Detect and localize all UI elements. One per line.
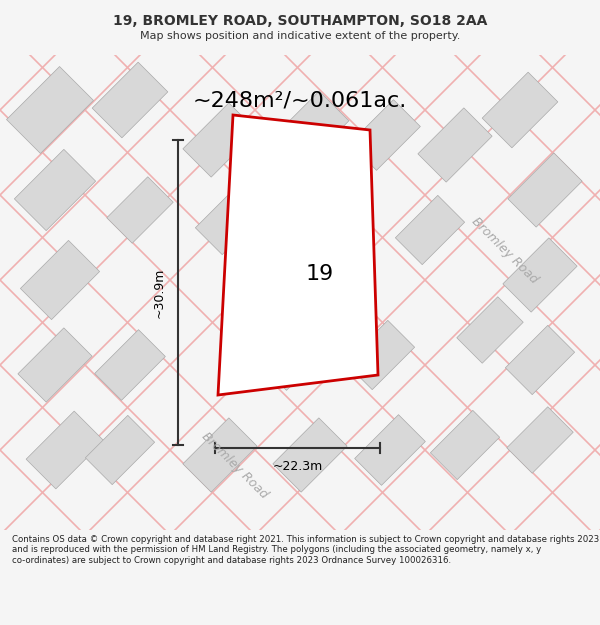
Polygon shape [505,326,575,394]
Polygon shape [7,66,94,154]
Polygon shape [482,72,558,148]
Polygon shape [95,329,166,401]
Polygon shape [346,321,415,389]
Polygon shape [508,153,582,227]
Polygon shape [20,241,100,319]
Text: Contains OS data © Crown copyright and database right 2021. This information is : Contains OS data © Crown copyright and d… [12,535,599,564]
Polygon shape [18,328,92,402]
Polygon shape [395,196,464,264]
Text: ~22.3m: ~22.3m [272,460,323,473]
Polygon shape [271,91,349,169]
Polygon shape [457,297,523,363]
Polygon shape [218,115,378,395]
Polygon shape [14,149,95,231]
Text: 19, BROMLEY ROAD, SOUTHAMPTON, SO18 2AA: 19, BROMLEY ROAD, SOUTHAMPTON, SO18 2AA [113,14,487,28]
Polygon shape [430,411,500,479]
Text: Map shows position and indicative extent of the property.: Map shows position and indicative extent… [140,31,460,41]
Polygon shape [85,416,155,484]
Polygon shape [183,103,257,177]
Polygon shape [196,186,265,254]
Text: Bromley Road: Bromley Road [199,429,271,501]
Text: ~30.9m: ~30.9m [153,268,166,318]
Polygon shape [350,99,421,171]
Polygon shape [273,418,347,492]
Polygon shape [183,418,257,492]
Polygon shape [503,238,577,312]
Text: 19: 19 [305,264,334,284]
Polygon shape [92,62,168,138]
Polygon shape [507,407,573,473]
Text: ~248m²/~0.061ac.: ~248m²/~0.061ac. [193,90,407,110]
Polygon shape [26,411,104,489]
Text: Bromley Road: Bromley Road [469,214,541,286]
Polygon shape [107,177,173,243]
Polygon shape [260,319,331,391]
Polygon shape [355,414,425,486]
Polygon shape [418,108,492,182]
